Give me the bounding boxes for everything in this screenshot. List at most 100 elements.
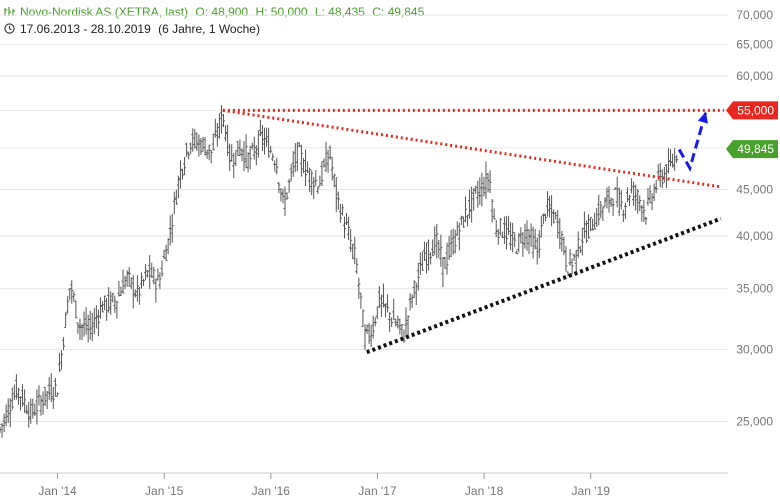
clock-icon (4, 23, 15, 34)
price-bar (445, 242, 449, 275)
price-bar (447, 235, 451, 260)
price-bar (68, 287, 72, 301)
x-tick-label: Jan '19 (572, 484, 611, 498)
price-bar (6, 398, 10, 423)
price-bar (601, 206, 605, 222)
price-bar (517, 233, 521, 253)
price-bar (412, 280, 416, 298)
price-bar (675, 155, 679, 164)
price-bar (671, 153, 675, 168)
price-bar (507, 215, 511, 235)
price-bar (322, 158, 326, 168)
price-bar (195, 132, 199, 151)
price-bar (47, 377, 51, 400)
price-bar (488, 170, 492, 193)
y-tick-label: 70,000 (736, 8, 773, 22)
price-bar (425, 242, 429, 274)
price-bar (162, 249, 166, 260)
price-bar (205, 149, 209, 159)
price-bar (127, 267, 131, 287)
price-bar (519, 227, 523, 244)
price-bar (478, 177, 482, 205)
price-bar (252, 136, 256, 160)
price-bar (8, 398, 12, 428)
price-bar (646, 188, 650, 206)
price-bar (427, 239, 431, 271)
price-bar (33, 403, 37, 416)
price-bar (591, 218, 595, 231)
price-bar (404, 307, 408, 338)
price-bar (474, 185, 478, 194)
price-bar (94, 305, 98, 329)
price-bar (539, 215, 543, 238)
price-bar (72, 291, 76, 302)
price-bar (189, 142, 193, 155)
price-bar (273, 160, 277, 172)
price-bar (361, 309, 365, 328)
price-bar (336, 191, 340, 210)
price-label-text: 55,000 (737, 103, 774, 117)
price-bar (666, 147, 670, 174)
price-bar (537, 230, 541, 259)
price-bar (373, 317, 377, 327)
price-bar (308, 167, 312, 193)
price-bar (623, 202, 627, 220)
price-bar (201, 136, 205, 152)
price-bar (582, 211, 586, 239)
price-bar (392, 298, 396, 321)
price-bar (279, 188, 283, 202)
price-bar (185, 142, 189, 158)
price-bar (103, 295, 107, 311)
price-bar (0, 423, 4, 438)
price-bar (400, 324, 404, 338)
price-bar (383, 303, 387, 318)
price-bar (64, 312, 68, 328)
price-bar (197, 134, 201, 157)
period-text: (6 Jahre, 1 Woche) (158, 22, 260, 36)
price-bar (560, 230, 564, 252)
price-bar (525, 220, 529, 251)
price-bar (662, 166, 666, 183)
price-bar (4, 404, 8, 427)
price-bar (152, 266, 156, 285)
price-bar (160, 260, 164, 277)
price-bar (342, 216, 346, 239)
price-bar (23, 389, 27, 413)
price-bar (0, 426, 2, 434)
price-bar (578, 245, 582, 254)
price-bar (490, 199, 494, 223)
price-bar (304, 149, 308, 187)
price-bar (174, 189, 178, 205)
y-tick-label: 25,000 (736, 415, 773, 429)
price-bar (418, 252, 422, 275)
price-bar (320, 161, 324, 187)
bar-chart-icon (4, 7, 15, 16)
price-bar (295, 141, 299, 172)
price-bar (41, 391, 45, 415)
y-tick-label: 35,000 (736, 282, 773, 296)
price-bar (43, 386, 47, 406)
price-bar (468, 189, 472, 219)
price-bar (642, 199, 646, 222)
price-bar (502, 216, 506, 245)
price-bar (669, 149, 673, 167)
price-bar (453, 229, 457, 254)
price-bar (615, 176, 619, 208)
price-bar (652, 183, 656, 202)
price-bar (328, 145, 332, 160)
price-bar (111, 292, 115, 303)
price-bar (86, 314, 90, 343)
price-bar (156, 268, 160, 281)
price-bar (265, 127, 269, 147)
price-bar (496, 229, 500, 245)
price-bar (347, 216, 351, 241)
price-bar (638, 195, 642, 212)
price-bar (109, 291, 113, 315)
price-bar (316, 186, 320, 194)
price-bar (256, 130, 260, 158)
price-bar (318, 175, 322, 187)
price-bar (455, 221, 459, 236)
price-bar (281, 188, 285, 204)
price-bar (232, 153, 236, 178)
